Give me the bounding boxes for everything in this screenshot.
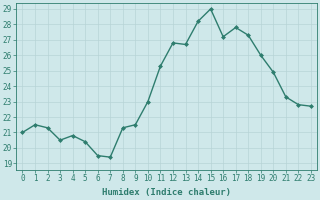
X-axis label: Humidex (Indice chaleur): Humidex (Indice chaleur)	[102, 188, 231, 197]
